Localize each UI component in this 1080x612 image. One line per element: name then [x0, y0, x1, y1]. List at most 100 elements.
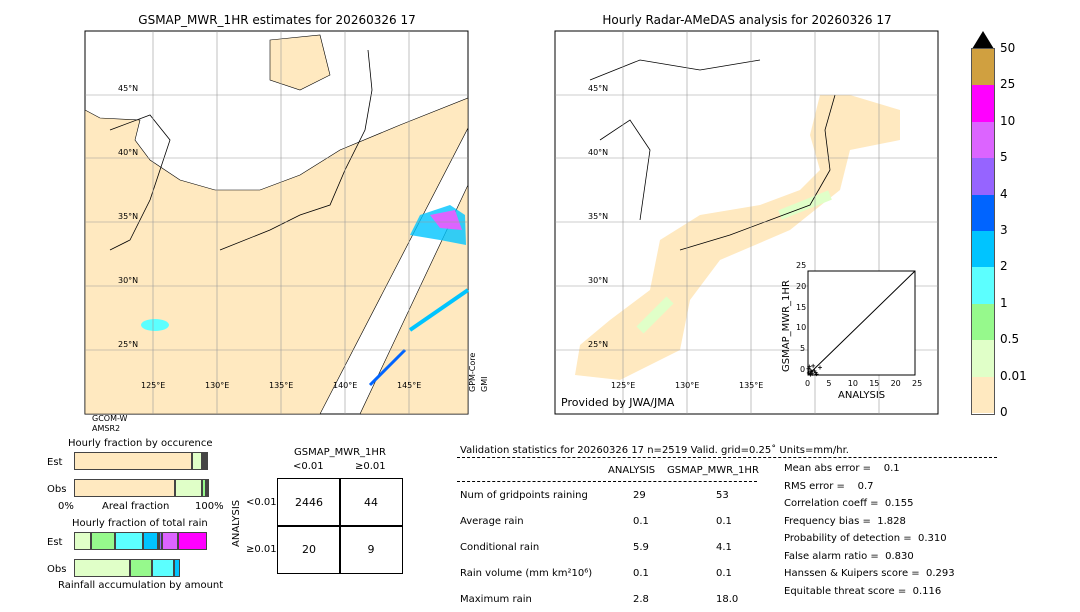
colorbar-label: 3 [1000, 223, 1008, 237]
stats-g: 0.1 [716, 568, 732, 579]
scatter-ylabel: GSMAP_MWR_1HR [781, 280, 792, 372]
lat-label: 45°N [588, 84, 609, 93]
stats-a: 0.1 [633, 568, 649, 579]
colorbar-label: 10 [1000, 113, 1016, 128]
stats-a: 29 [633, 490, 646, 501]
scatter-point [811, 363, 816, 368]
fraction-segment [205, 452, 208, 470]
colorbar-label: 0.5 [1000, 332, 1020, 347]
colorbar-segment [972, 121, 994, 159]
cell-tp: 9 [339, 525, 403, 574]
est-label: Est [47, 537, 63, 548]
fraction-segment [74, 532, 92, 550]
colorbar-label: 25 [1000, 77, 1016, 92]
colorbar-segment [972, 376, 994, 413]
scatter-ytick: 5 [800, 344, 806, 354]
lat-label: 25°N [588, 340, 609, 349]
left-map-title: GSMAP_MWR_1HR estimates for 20260326 17 [138, 13, 416, 27]
fraction-segment [175, 479, 202, 497]
right-swath-beige [359, 184, 469, 415]
score-line: Hanssen & Kuipers score = 0.293 [784, 568, 955, 579]
colorbar-segment [972, 49, 994, 86]
score-line: False alarm ratio = 0.830 [784, 550, 914, 562]
lat-label: 30°N [118, 276, 139, 285]
scatter-xtick: 20 [890, 379, 901, 388]
col-label: <0.01 [293, 461, 324, 472]
right-map [554, 30, 939, 415]
fraction-segment [207, 479, 209, 497]
scatter-point [813, 370, 818, 375]
one-to-one-line [807, 270, 916, 376]
stats-header: Validation statistics for 20260326 17 n=… [460, 445, 849, 456]
occurrence-title: Hourly fraction by occurence [68, 438, 213, 449]
scatter-xlabel: ANALYSIS [838, 390, 886, 401]
lat-label: 30°N [588, 276, 609, 285]
left-map [84, 30, 470, 415]
fraction-segment [143, 532, 158, 550]
lon-label: 140°E [333, 381, 358, 390]
fraction-segment [74, 559, 130, 577]
est-label: Est [47, 457, 63, 468]
colorbar-segment [972, 267, 994, 304]
axis-right: 100% [195, 501, 224, 512]
scatter-point [807, 364, 812, 369]
sensor-label: GPM-Core [468, 352, 477, 392]
lon-label: 145°E [397, 381, 422, 390]
fraction-segment [159, 532, 162, 550]
lon-label: 135°E [739, 381, 764, 390]
obs-label: Obs [47, 484, 67, 495]
colorbar-segment [972, 194, 994, 231]
credit-text: Provided by JWA/JMA [561, 396, 675, 409]
sensor-label: GCOM-W [92, 414, 128, 423]
fraction-segment [173, 559, 181, 577]
scatter-point [808, 372, 813, 377]
stats-g: 0.1 [716, 516, 732, 527]
score-line: RMS error = 0.7 [784, 480, 874, 492]
colorbar-label: 0.01 [1000, 368, 1027, 383]
fraction-segment [192, 452, 202, 470]
scatter-ytick: 25 [796, 261, 807, 270]
colorbar-label: 5 [1000, 150, 1008, 165]
colorbar-frame [971, 48, 995, 415]
stats-a: 0.1 [633, 516, 649, 527]
row-label: ≥0.01 [246, 544, 277, 555]
lon-label: 130°E [675, 381, 700, 390]
stats-label: Conditional rain [460, 542, 540, 553]
scatter-ytick: 15 [796, 302, 807, 312]
rain-footer: Rainfall accumulation by amount [58, 580, 224, 591]
colorbar-segment [972, 85, 994, 122]
lat-label: 25°N [118, 340, 139, 349]
stats-a: 5.9 [633, 542, 649, 553]
lat-label: 40°N [588, 148, 609, 157]
cell-tn: 2446 [277, 478, 341, 527]
scatter-xtick: 15 [869, 379, 880, 388]
col-analysis: ANALYSIS [608, 465, 656, 476]
stats-label: Maximum rain [460, 594, 532, 605]
right-map-title: Hourly Radar-AMeDAS analysis for 2026032… [602, 13, 892, 27]
stats-label: Rain volume (mm km²10⁶) [460, 568, 593, 579]
scatter-point [806, 366, 811, 371]
stats-g: 18.0 [716, 594, 739, 605]
colorbar-segment [972, 231, 994, 268]
colorbar-label: 2 [1000, 259, 1008, 274]
scatter-ytick: 10 [796, 323, 807, 333]
divider [457, 457, 997, 458]
score-line: Correlation coeff = 0.155 [784, 498, 914, 509]
colorbar-extend-arrow [972, 31, 994, 49]
score-line: Equitable threat score = 0.116 [784, 585, 942, 597]
sensor-label: GMI [480, 376, 489, 392]
col-gsmap: GSMAP_MWR_1HR [667, 465, 759, 476]
score-line: Probability of detection = 0.310 [784, 533, 947, 544]
colorbar-segment [972, 158, 994, 195]
stats-label: Average rain [460, 516, 524, 527]
rain-title: Hourly fraction of total rain [72, 518, 208, 529]
fraction-segment [74, 452, 193, 470]
contingency-title: GSMAP_MWR_1HR [294, 447, 386, 458]
stats-g: 4.1 [716, 542, 732, 553]
stats-label: Num of gridpoints raining [460, 490, 588, 501]
obs-label: Obs [47, 564, 67, 575]
cell-fp: 44 [339, 478, 403, 527]
scatter-xtick: 0 [805, 379, 811, 388]
colorbar-label: 1 [1000, 295, 1008, 310]
